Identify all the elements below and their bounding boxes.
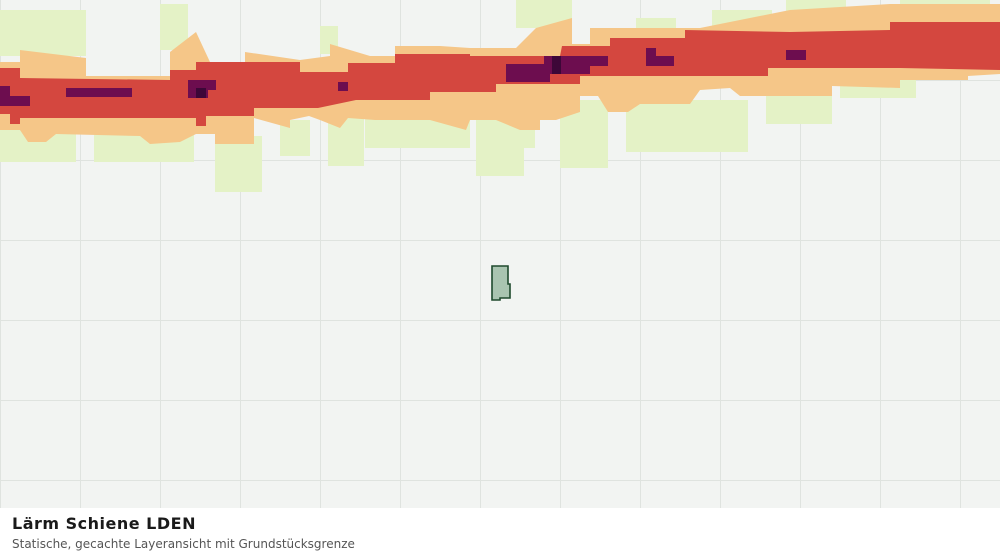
noise-patch [552,56,561,74]
layer-title: Lärm Schiene LDEN [12,514,196,533]
noise-patch [328,118,364,166]
noise-patch [646,56,674,66]
noise-patch [66,88,132,97]
layer-subtitle: Statische, gecachte Layeransicht mit Gru… [12,537,355,551]
noise-zone-very-high [0,48,806,106]
noise-patch [626,100,748,152]
noise-patch [0,22,1000,126]
noise-patch [0,96,30,106]
noise-patch [0,10,86,56]
noise-patch [586,56,608,66]
noise-patch [215,136,262,192]
noise-patch [544,56,590,74]
parcel-boundary [491,265,511,301]
noise-patch [786,50,806,60]
noise-patch [188,80,216,90]
noise-patch [196,88,206,98]
caption-panel: Lärm Schiene LDEN Statische, gecachte La… [0,508,1000,560]
noise-patch [506,64,550,82]
noise-zone-high [0,22,1000,126]
noise-patch [338,82,348,91]
map-view [0,0,1000,508]
